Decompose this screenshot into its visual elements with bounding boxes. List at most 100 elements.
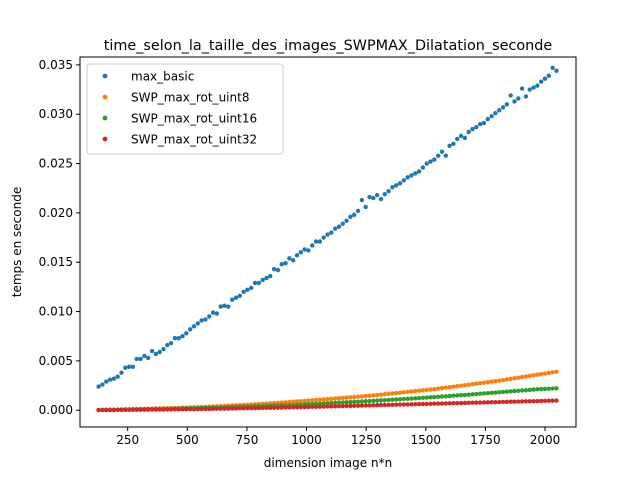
x-tick-label: 500 (176, 433, 199, 447)
data-point (538, 371, 544, 377)
data-point (313, 404, 319, 409)
data-point (107, 407, 113, 413)
data-point (104, 379, 109, 384)
data-point (542, 371, 548, 376)
data-point (485, 380, 490, 385)
data-point (462, 135, 468, 141)
data-point (336, 403, 342, 409)
data-point (344, 400, 349, 405)
data-point (401, 396, 407, 402)
data-point (458, 400, 464, 406)
data-point (306, 404, 311, 410)
data-point (313, 397, 319, 403)
data-point (500, 105, 506, 110)
data-point (195, 321, 200, 326)
data-point (176, 336, 181, 341)
data-point (462, 400, 468, 406)
data-point (424, 161, 429, 166)
data-point (531, 85, 536, 90)
data-point (432, 394, 437, 400)
legend-label: SWP_max_rot_uint32 (131, 133, 257, 147)
data-point (416, 388, 422, 393)
data-point (394, 390, 399, 396)
data-point (290, 405, 296, 410)
data-point (504, 399, 510, 405)
data-point (161, 407, 166, 412)
x-tick-label: 1250 (351, 433, 382, 447)
data-point (348, 403, 353, 409)
data-point (199, 318, 204, 323)
data-point (199, 406, 204, 412)
data-point (527, 399, 532, 404)
data-point (435, 401, 441, 406)
data-point (325, 401, 330, 406)
data-point (538, 79, 544, 84)
data-point (554, 398, 559, 403)
data-point (298, 404, 304, 410)
data-point (432, 157, 437, 162)
data-point (428, 387, 433, 392)
data-point (409, 389, 414, 394)
series-max_basic (96, 65, 559, 389)
data-point (256, 405, 262, 411)
data-point (489, 114, 494, 119)
data-point (477, 400, 483, 405)
data-point (435, 394, 441, 400)
data-point (336, 395, 342, 401)
data-point (554, 369, 559, 374)
data-point (519, 86, 525, 91)
data-point (378, 196, 384, 202)
data-point (344, 403, 349, 409)
data-point (226, 406, 231, 411)
data-point (519, 388, 525, 393)
data-point (348, 395, 353, 400)
data-point (149, 348, 155, 354)
data-point (439, 149, 445, 154)
data-point (165, 407, 170, 412)
data-point (359, 403, 365, 408)
data-point (352, 403, 357, 408)
data-point (386, 397, 391, 403)
data-point (268, 273, 273, 279)
data-point (332, 400, 338, 406)
data-point (146, 355, 151, 361)
data-point (477, 380, 483, 386)
data-point (432, 401, 437, 406)
data-point (184, 331, 189, 336)
data-point (512, 399, 517, 404)
data-point (516, 399, 521, 404)
data-point (218, 304, 223, 309)
legend-label: SWP_max_rot_uint16 (131, 112, 257, 126)
data-point (107, 377, 113, 382)
data-point (355, 208, 361, 214)
data-point (180, 334, 185, 339)
data-point (474, 400, 479, 405)
data-point (325, 404, 330, 409)
data-point (249, 285, 254, 291)
data-point (340, 403, 345, 409)
data-point (233, 406, 239, 411)
data-point (386, 188, 391, 194)
data-point (325, 232, 330, 237)
data-point (523, 399, 529, 404)
data-point (275, 267, 281, 273)
data-point (329, 404, 334, 409)
data-point (306, 398, 311, 403)
data-point (359, 394, 365, 399)
plot-frame (79, 56, 577, 428)
legend: max_basic SWP_max_rot_uint8 SWP_max_rot_ui… (86, 63, 284, 155)
data-point (218, 406, 223, 411)
data-point (489, 390, 494, 396)
data-point (508, 399, 513, 404)
data-point (264, 275, 269, 281)
legend-marker (102, 136, 108, 142)
data-point (271, 266, 277, 272)
data-point (363, 393, 368, 399)
data-point (424, 401, 429, 407)
data-point (462, 382, 468, 388)
legend-marker (102, 94, 108, 100)
data-point (229, 297, 235, 302)
data-point (504, 377, 510, 382)
data-point (405, 389, 410, 395)
data-point (527, 87, 532, 92)
